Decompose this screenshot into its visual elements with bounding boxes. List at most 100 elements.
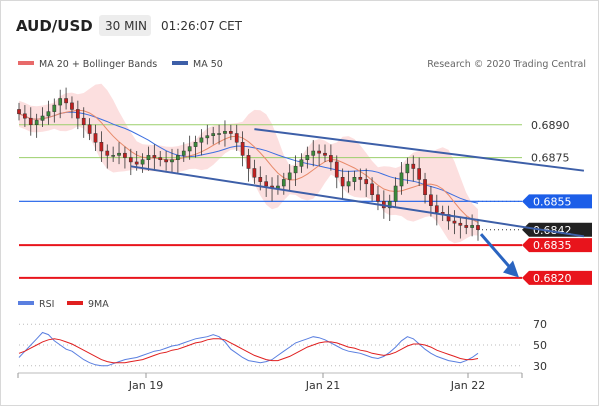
candle-body xyxy=(334,161,339,178)
rsi-legend-label: RSI xyxy=(39,299,54,310)
trend-channel-upper xyxy=(254,128,585,172)
axis-label-0.6875: 0.6875 xyxy=(531,152,570,165)
price-tag-0.6842 xyxy=(522,222,592,237)
candle-body xyxy=(240,142,245,156)
rsi-series-rsi xyxy=(18,331,479,367)
candle-body xyxy=(305,155,310,160)
candle-body xyxy=(205,135,210,139)
trend-channel-lower xyxy=(130,165,585,238)
candle-body xyxy=(329,155,333,163)
candle-body xyxy=(117,152,121,156)
candle-body xyxy=(258,177,263,182)
candle-body xyxy=(93,133,98,143)
candle-body xyxy=(376,194,380,202)
candle-body xyxy=(352,177,357,182)
x-tick-label: Jan 19 xyxy=(128,379,163,392)
candle-body xyxy=(187,146,192,152)
candle-body xyxy=(40,115,45,121)
candle-body xyxy=(58,98,63,106)
ma50-legend-label: MA 50 xyxy=(193,59,223,70)
candle-body xyxy=(46,111,51,117)
candle-body xyxy=(429,194,433,206)
candle-body xyxy=(246,155,251,169)
rsi-pane: 70 50 30 xyxy=(18,318,547,373)
candle-body xyxy=(476,225,480,230)
candle-body xyxy=(252,168,257,178)
price-tag-0.6855 xyxy=(522,194,592,209)
candle-body xyxy=(211,133,216,136)
candle-body xyxy=(434,205,439,213)
candle-body xyxy=(458,222,463,226)
candle-body xyxy=(293,166,298,174)
candle-body xyxy=(452,220,457,224)
candle-body xyxy=(75,109,80,119)
candle-body xyxy=(346,181,351,187)
axis-label-0.6890: 0.6890 xyxy=(531,119,570,132)
price-tag-0.6835 xyxy=(522,238,592,253)
candle-body xyxy=(464,225,469,228)
candle-body xyxy=(281,179,286,187)
candle-body xyxy=(134,161,139,165)
ma20-legend-label: MA 20 + Bollinger Bands xyxy=(39,59,157,70)
candle-body xyxy=(170,159,174,163)
candle-body xyxy=(17,109,21,115)
timestamp: 01:26:07 CET xyxy=(161,19,243,33)
candle-body xyxy=(340,177,345,187)
candle-body xyxy=(387,201,392,209)
rsi-tick-70: 70 xyxy=(533,318,547,331)
timeframe-badge-bg xyxy=(99,15,151,36)
rsi-tick-50: 50 xyxy=(533,339,547,352)
candle-body xyxy=(323,152,327,156)
candle-body xyxy=(311,150,316,156)
forecast-arrow-shaft xyxy=(479,233,512,269)
price-tag-text-0.6855: 0.6855 xyxy=(533,195,572,208)
candle-body xyxy=(123,152,127,158)
forecast-arrow-head xyxy=(503,260,519,278)
candle-body xyxy=(234,133,239,143)
x-tick-label: Jan 21 xyxy=(305,379,340,392)
candle-body xyxy=(228,131,233,134)
rsi-legend-swatch xyxy=(18,301,34,305)
candle-body xyxy=(81,117,86,125)
candle-body xyxy=(223,131,227,134)
candle-body xyxy=(87,124,92,134)
research-credit: Research © 2020 Trading Central xyxy=(427,59,586,70)
candle-body xyxy=(417,168,422,180)
candle-body xyxy=(64,98,68,104)
candle-body xyxy=(299,159,304,167)
candle-body xyxy=(23,113,27,119)
candle-body xyxy=(317,150,321,154)
candle-body xyxy=(128,157,133,163)
price-tag-text-0.6835: 0.6835 xyxy=(533,239,572,252)
candle-body xyxy=(364,179,369,185)
ma20-legend-swatch xyxy=(18,61,34,65)
candle-body xyxy=(111,155,116,157)
candle-body xyxy=(264,181,269,187)
candle-body xyxy=(52,104,57,112)
candle-body xyxy=(217,133,221,135)
candle-body xyxy=(158,157,163,160)
candle-body xyxy=(193,142,198,147)
price-tag-text-0.6820: 0.6820 xyxy=(533,272,572,285)
candle-body xyxy=(34,120,39,125)
candle-body xyxy=(105,150,110,156)
candle-body xyxy=(405,163,410,174)
candle-body xyxy=(152,155,157,158)
candle-body xyxy=(176,155,180,160)
ma9-legend-label: 9MA xyxy=(88,299,109,310)
symbol-title: AUD/USD xyxy=(16,17,93,35)
price-tag-0.6820 xyxy=(522,270,592,285)
candle-body xyxy=(70,102,74,110)
candle-body xyxy=(358,177,363,180)
candle-body xyxy=(470,225,474,228)
candle-body xyxy=(140,159,145,165)
candle-body xyxy=(393,185,398,202)
x-axis: Jan 19 Jan 21 Jan 22 xyxy=(17,372,523,392)
ma50-legend-swatch xyxy=(172,61,188,65)
ma9-legend-swatch xyxy=(67,301,83,305)
candle-body xyxy=(28,117,33,125)
candle-body xyxy=(399,172,404,187)
